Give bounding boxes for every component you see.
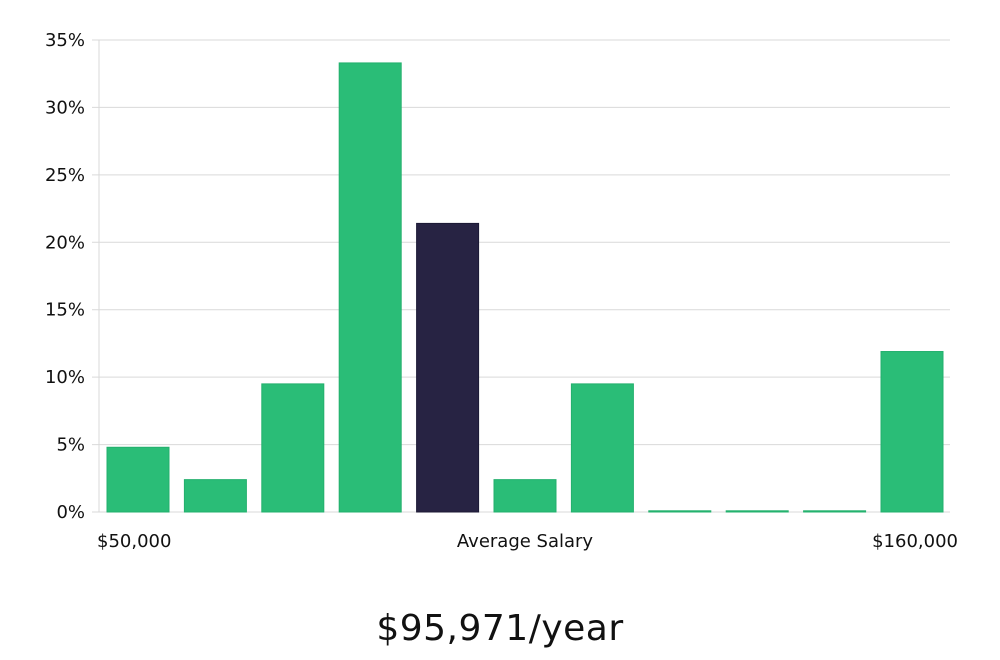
- bar: [261, 383, 325, 513]
- y-tick-label: 5%: [56, 435, 85, 456]
- y-tick-label: 10%: [45, 367, 85, 388]
- bar: [183, 479, 247, 513]
- bar: [338, 62, 402, 513]
- y-tick-label: 30%: [45, 97, 85, 118]
- grid-lines: [92, 39, 950, 513]
- x-min-label: $50,000: [97, 531, 171, 552]
- bar: [880, 351, 944, 513]
- y-tick-label: 35%: [45, 30, 85, 51]
- y-tick-label: 25%: [45, 165, 85, 186]
- y-tick-labels: 0% 5% 10% 15% 20% 25% 30% 35%: [45, 30, 85, 523]
- x-axis-label: Average Salary: [457, 531, 594, 552]
- y-tick-label: 15%: [45, 300, 85, 321]
- y-tick-label: 20%: [45, 232, 85, 253]
- bar-highlight: [416, 222, 480, 513]
- salary-histogram: 0% 5% 10% 15% 20% 25% 30% 35% $50,000 Average S…: [45, 30, 958, 552]
- bar: [106, 446, 170, 513]
- x-max-label: $160,000: [872, 531, 958, 552]
- average-salary-value: $95,971/year: [376, 608, 624, 649]
- bar: [493, 479, 557, 513]
- bar: [725, 510, 789, 513]
- bar: [648, 510, 712, 513]
- bars: [106, 62, 944, 513]
- bar: [803, 510, 867, 513]
- bar: [570, 383, 634, 513]
- y-tick-label: 0%: [56, 502, 85, 523]
